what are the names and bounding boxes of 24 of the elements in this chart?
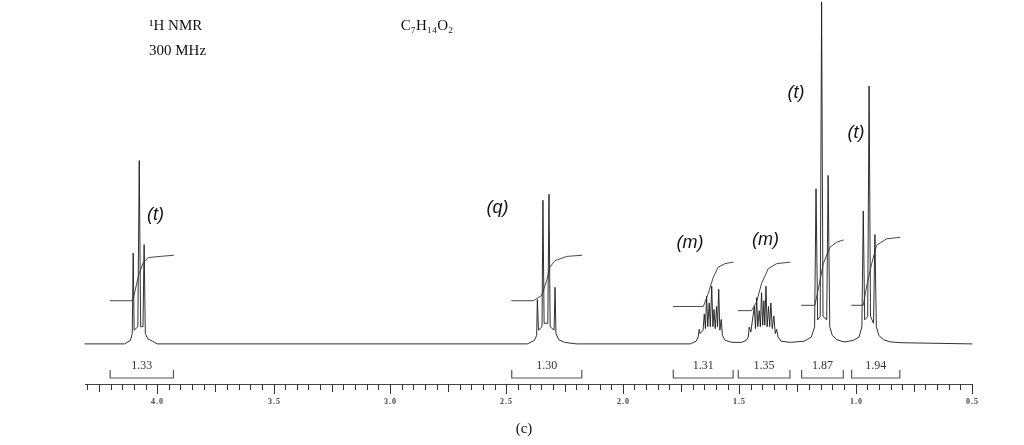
annotation: 1.33 (131, 358, 153, 372)
annotation: (q) (486, 197, 509, 217)
annotation: 1.35 (753, 358, 775, 372)
text: 300 MHz (149, 42, 207, 58)
x-tick-label: 2.5 (500, 396, 513, 406)
x-tick-label: 1.5 (733, 396, 746, 406)
annotation: (m) (676, 231, 704, 252)
annotation: 1.31 (692, 358, 714, 372)
annotation: 1.30 (536, 358, 558, 372)
x-tick-label: 0.5 (966, 396, 979, 406)
x-tick-label: 3.5 (268, 396, 281, 406)
annotation: 1.94 (865, 358, 887, 372)
x-tick-label: 4.0 (151, 396, 164, 406)
annotation: (t) (847, 122, 865, 142)
annotation: 1.87 (811, 358, 833, 372)
text: ¹H NMR (149, 17, 203, 33)
x-tick-label: 2.0 (617, 396, 630, 406)
text: (c) (515, 420, 533, 437)
annotation: (t) (787, 82, 805, 102)
x-tick-label: 1.0 (850, 396, 863, 406)
annotation: (m) (752, 229, 779, 249)
annotation: (t) (147, 204, 164, 224)
annotation: C₇H₁₄O₂ (400, 17, 454, 33)
x-tick-label: 3.0 (384, 396, 397, 406)
